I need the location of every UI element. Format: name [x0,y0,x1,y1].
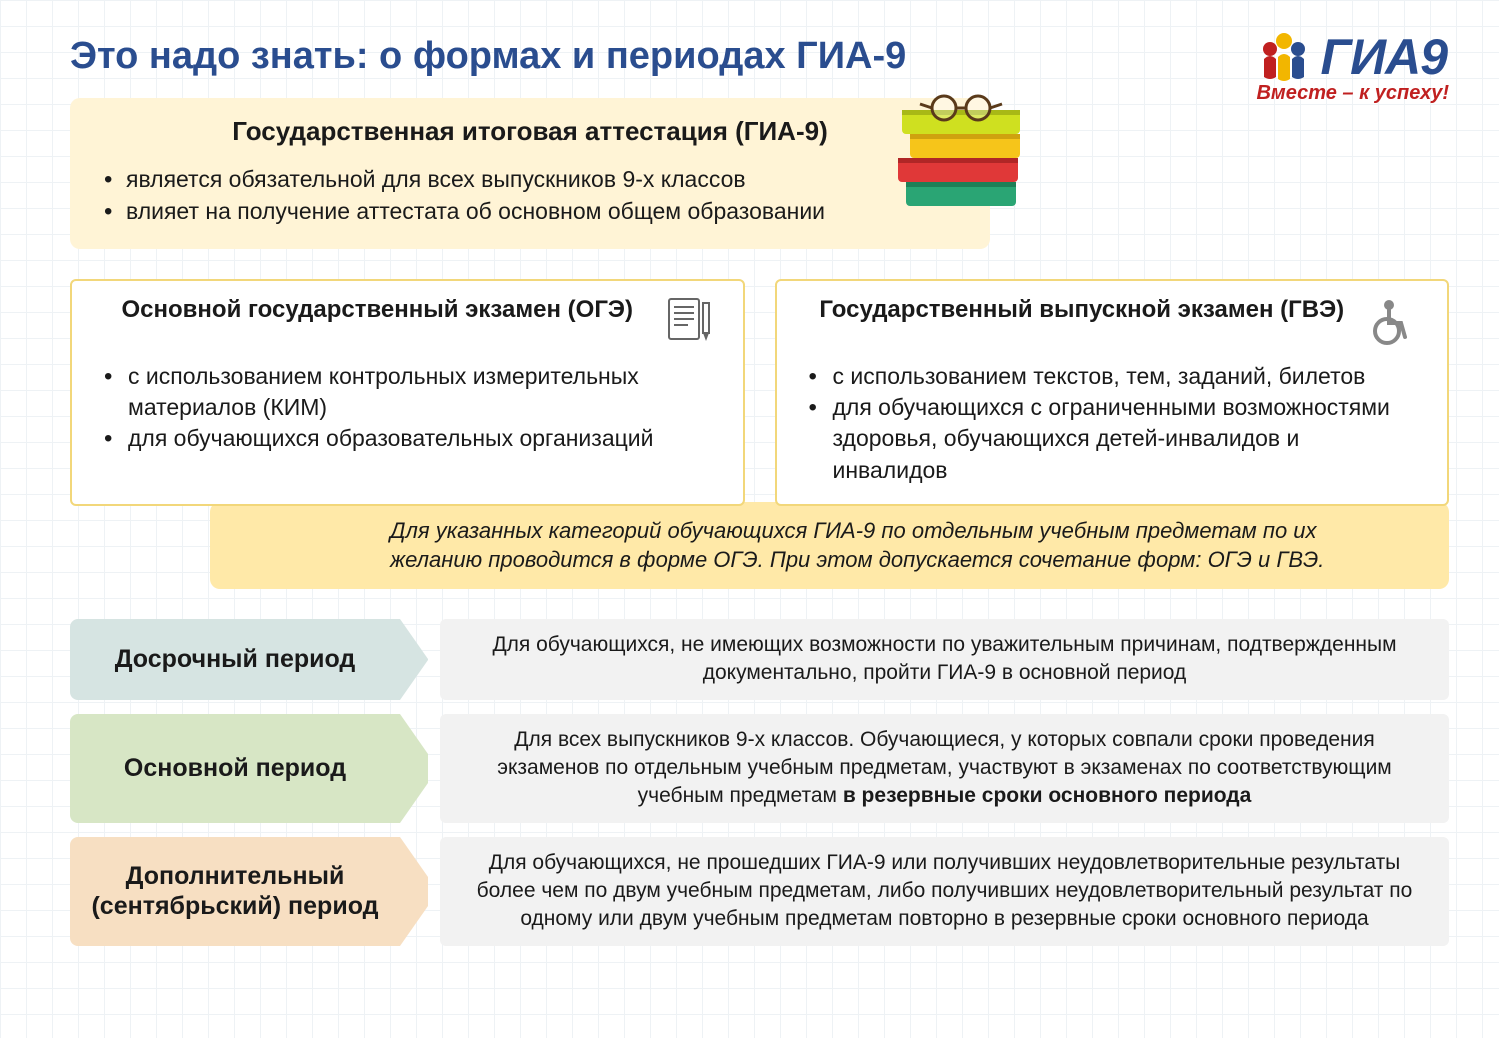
period-row: Основной период Для всех выпускников 9-х… [70,714,1449,823]
period-row: Дополнительный (сентябрьский) период Для… [70,837,1449,946]
logo-block: ГИА9 Вместе – к успеху! [1256,28,1449,105]
period-desc: Для обучающихся, не прошедших ГИА-9 или … [440,837,1449,946]
note-band: Для указанных категорий обучающихся ГИА-… [210,502,1449,589]
exam-box-gve: Государственный выпускной экзамен (ГВЭ) … [775,279,1450,505]
logo-tagline: Вместе – к успеху! [1256,82,1449,105]
hero-title: Государственная итоговая аттестация (ГИА… [100,116,960,147]
books-icon [880,90,1040,230]
document-icon [663,295,715,347]
wheelchair-icon [1367,295,1419,347]
period-label-early: Досрочный период [70,619,400,700]
period-desc: Для обучающихся, не имеющих возможности … [440,619,1449,700]
periods-section: Досрочный период Для обучающихся, не име… [70,619,1449,946]
exam-bullet: для обучающихся образовательных организа… [104,423,715,454]
period-desc: Для всех выпускников 9-х классов. Обучаю… [440,714,1449,823]
exam-bullet: с использованием текстов, тем, заданий, … [809,361,1420,392]
period-label-extra: Дополнительный (сентябрьский) период [70,837,400,946]
logo-people-icon [1256,29,1312,85]
exam-box-oge: Основной государственный экзамен (ОГЭ) с… [70,279,745,505]
exam-title-gve: Государственный выпускной экзамен (ГВЭ) [809,295,1356,325]
hero-bullet: является обязательной для всех выпускник… [104,163,960,195]
exam-bullet: для обучающихся с ограниченными возможно… [809,392,1420,485]
period-row: Досрочный период Для обучающихся, не име… [70,619,1449,700]
hero-box: Государственная итоговая аттестация (ГИА… [70,98,990,249]
period-label-main: Основной период [70,714,400,823]
exam-title-oge: Основной государственный экзамен (ОГЭ) [104,295,651,325]
page-title: Это надо знать: о формах и периодах ГИА-… [70,35,1449,78]
exam-bullet: с использованием контрольных измерительн… [104,361,715,423]
logo-text: ГИА9 [1320,28,1447,86]
hero-bullet: влияет на получение аттестата об основно… [104,195,960,227]
